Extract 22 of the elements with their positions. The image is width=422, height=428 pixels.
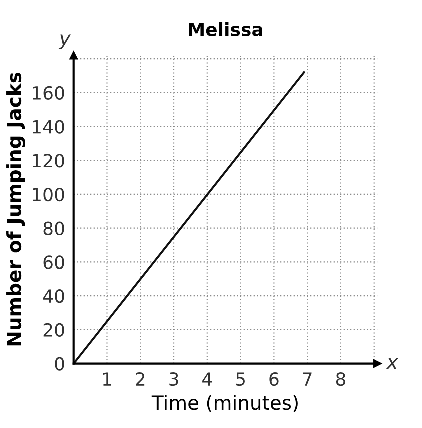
y-tick-label: 140: [33, 120, 64, 134]
y-tick-label: 160: [33, 86, 64, 100]
y-tick-label: 40: [43, 290, 64, 304]
x-tick-label: 6: [270, 372, 279, 386]
x-tick-label: 2: [136, 372, 145, 386]
y-tick-label: 20: [44, 323, 64, 338]
y-tick-label: 80: [44, 222, 64, 236]
y-tick-label: 60: [44, 256, 64, 270]
text: y: [58, 34, 72, 50]
chart-title: Melissa: [189, 22, 262, 36]
y-tick-label: 120: [33, 154, 64, 168]
y-tick-label: 0: [55, 357, 64, 371]
x-tick-label: 4: [202, 372, 212, 386]
y-tick-label: 100: [33, 188, 64, 202]
x-tick-label: 5: [236, 372, 245, 386]
y-axis-title: Number of Jumping Jacks: [6, 73, 26, 346]
x-tick-label: 8: [336, 372, 346, 386]
x-tick-label: 3: [170, 372, 178, 386]
x-tick-label: 7: [303, 372, 312, 386]
x-axis-title: Time (minutes): [152, 395, 298, 412]
x-tick-label: 1: [103, 372, 112, 386]
text: x: [386, 358, 398, 370]
